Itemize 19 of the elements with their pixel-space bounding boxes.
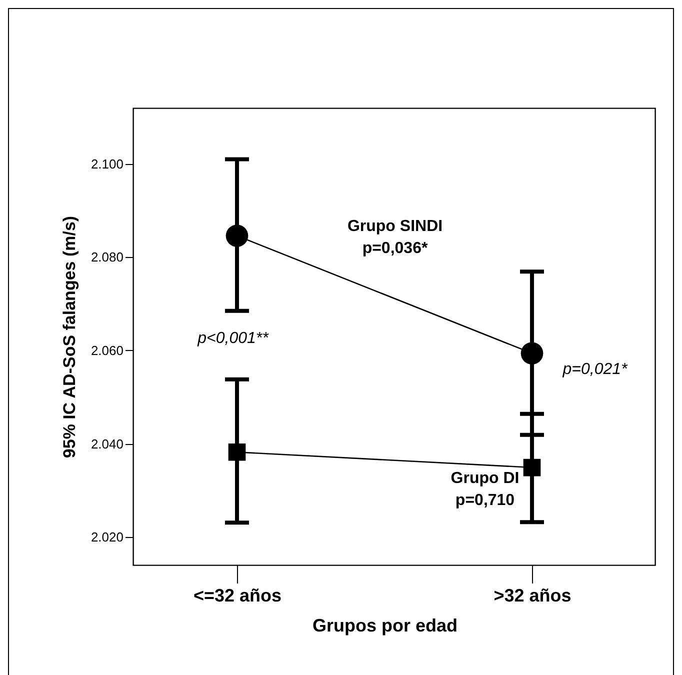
- series-label: Grupo DI: [450, 470, 520, 487]
- x-axis-title: Grupos por edad: [312, 616, 458, 636]
- point: [523, 458, 541, 476]
- text: Grupo SINDI: [347, 218, 443, 235]
- point: [226, 224, 248, 247]
- point: [520, 342, 544, 364]
- x-tick-label: >32 años: [494, 586, 572, 606]
- y-tick-label: 2.020: [90, 530, 124, 545]
- point: [228, 443, 246, 461]
- annotation: p<0,001**: [196, 330, 270, 347]
- x-tick-label: <=32 años: [193, 586, 282, 606]
- y-axis-title: 95% IC AD-SoS falanges (m/s): [60, 216, 79, 458]
- y-tick-label: 2.100: [90, 156, 124, 172]
- annotation: p=0,021*: [562, 361, 628, 378]
- annotation: p=0,036*: [362, 240, 428, 257]
- y-tick-label: 2.060: [90, 342, 124, 358]
- annotation: p=0,710: [455, 492, 515, 509]
- y-tick-label: 2.080: [90, 250, 124, 265]
- y-tick-label: 2.040: [90, 436, 124, 452]
